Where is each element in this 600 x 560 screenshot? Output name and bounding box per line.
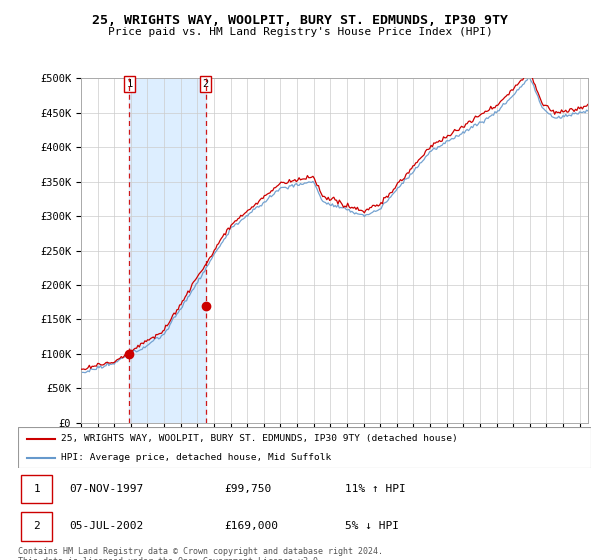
Text: 5% ↓ HPI: 5% ↓ HPI [344, 521, 398, 531]
Text: 25, WRIGHTS WAY, WOOLPIT, BURY ST. EDMUNDS, IP30 9TY: 25, WRIGHTS WAY, WOOLPIT, BURY ST. EDMUN… [92, 14, 508, 27]
Text: 25, WRIGHTS WAY, WOOLPIT, BURY ST. EDMUNDS, IP30 9TY (detached house): 25, WRIGHTS WAY, WOOLPIT, BURY ST. EDMUN… [61, 434, 458, 443]
Text: Price paid vs. HM Land Registry's House Price Index (HPI): Price paid vs. HM Land Registry's House … [107, 27, 493, 37]
Text: £99,750: £99,750 [224, 484, 272, 494]
Bar [130, 78, 206, 423]
Text: 2: 2 [34, 521, 40, 531]
Text: Contains HM Land Registry data © Crown copyright and database right 2024.
This d: Contains HM Land Registry data © Crown c… [18, 547, 383, 560]
Bar [21, 475, 52, 503]
Text: 11% ↑ HPI: 11% ↑ HPI [344, 484, 406, 494]
Text: 1: 1 [127, 79, 133, 89]
Text: £169,000: £169,000 [224, 521, 278, 531]
Text: 07-NOV-1997: 07-NOV-1997 [70, 484, 144, 494]
Text: HPI: Average price, detached house, Mid Suffolk: HPI: Average price, detached house, Mid … [61, 453, 331, 462]
Text: 1: 1 [34, 484, 40, 494]
Text: 05-JUL-2002: 05-JUL-2002 [70, 521, 144, 531]
Bar [21, 512, 52, 540]
Text: 2: 2 [203, 79, 209, 89]
